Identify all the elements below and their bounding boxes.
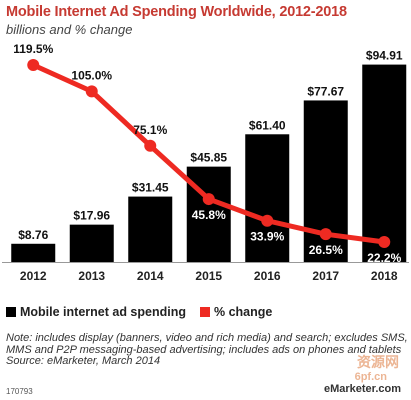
- x-tick-label: 2018: [371, 269, 398, 283]
- legend: Mobile internet ad spending % change: [6, 305, 286, 319]
- chart-note: Note: includes display (banners, video a…: [6, 332, 408, 356]
- chart-source: Source: eMarketer, March 2014: [6, 355, 161, 367]
- line-point: [144, 139, 157, 152]
- line-value-label: 22.2%: [367, 251, 401, 265]
- bar-value-label: $31.45: [132, 181, 169, 195]
- bar-value-label: $8.76: [18, 228, 48, 242]
- legend-item-line: % change: [199, 305, 273, 319]
- watermark: 资源网: [357, 355, 399, 371]
- x-tick-label: 2014: [137, 269, 164, 283]
- x-tick-label: 2015: [195, 269, 222, 283]
- legend-label-line: % change: [213, 305, 273, 319]
- legend-swatch-line: [199, 307, 210, 317]
- bar-value-label: $17.96: [73, 209, 110, 223]
- bar: [128, 196, 173, 262]
- chart-title: Mobile Internet Ad Spending Worldwide, 2…: [6, 4, 347, 20]
- legend-label-bars: Mobile internet ad spending: [20, 305, 186, 319]
- bar: [11, 243, 56, 262]
- line-value-label: 26.5%: [309, 243, 343, 257]
- bar-value-label: $77.67: [307, 84, 344, 98]
- chart-notes: Note: includes display (banners, video a…: [6, 332, 408, 368]
- chart-id: 170793: [6, 387, 33, 396]
- watermark-domain: 6pf.cn: [354, 371, 387, 383]
- line-value-label: 33.9%: [250, 230, 284, 244]
- line-value-label: 45.8%: [192, 208, 226, 222]
- line-point: [85, 85, 98, 98]
- x-tick-label: 2017: [312, 269, 339, 283]
- bar: [245, 134, 290, 262]
- legend-item-bars: Mobile internet ad spending: [6, 305, 186, 319]
- bar: [362, 64, 407, 262]
- line-point: [27, 59, 40, 71]
- line-point: [378, 236, 391, 248]
- line-value-label: 119.5%: [13, 42, 53, 56]
- line-value-label: 75.1%: [133, 123, 167, 137]
- x-tick-label: 2013: [78, 269, 105, 283]
- line-point: [202, 193, 215, 206]
- line-point: [261, 214, 274, 227]
- bar-value-label: $45.85: [190, 151, 227, 165]
- line-value-label: 105.0%: [71, 68, 112, 82]
- bar-value-label: $61.40: [249, 118, 286, 132]
- chart-plot: 2012 2013 2014 2015 2016 2017 2018 $8.76 $17.96 $…: [2, 42, 409, 283]
- bar-value-label: $94.91: [366, 49, 403, 63]
- line-point: [319, 228, 332, 241]
- x-tick-label: 2012: [20, 269, 47, 283]
- legend-swatch-bars: [6, 307, 16, 317]
- bar: [69, 224, 114, 262]
- brand-logo[interactable]: eMarketer.com: [323, 383, 401, 395]
- chart-subtitle: billions and % change: [6, 22, 133, 37]
- x-tick-label: 2016: [254, 269, 281, 283]
